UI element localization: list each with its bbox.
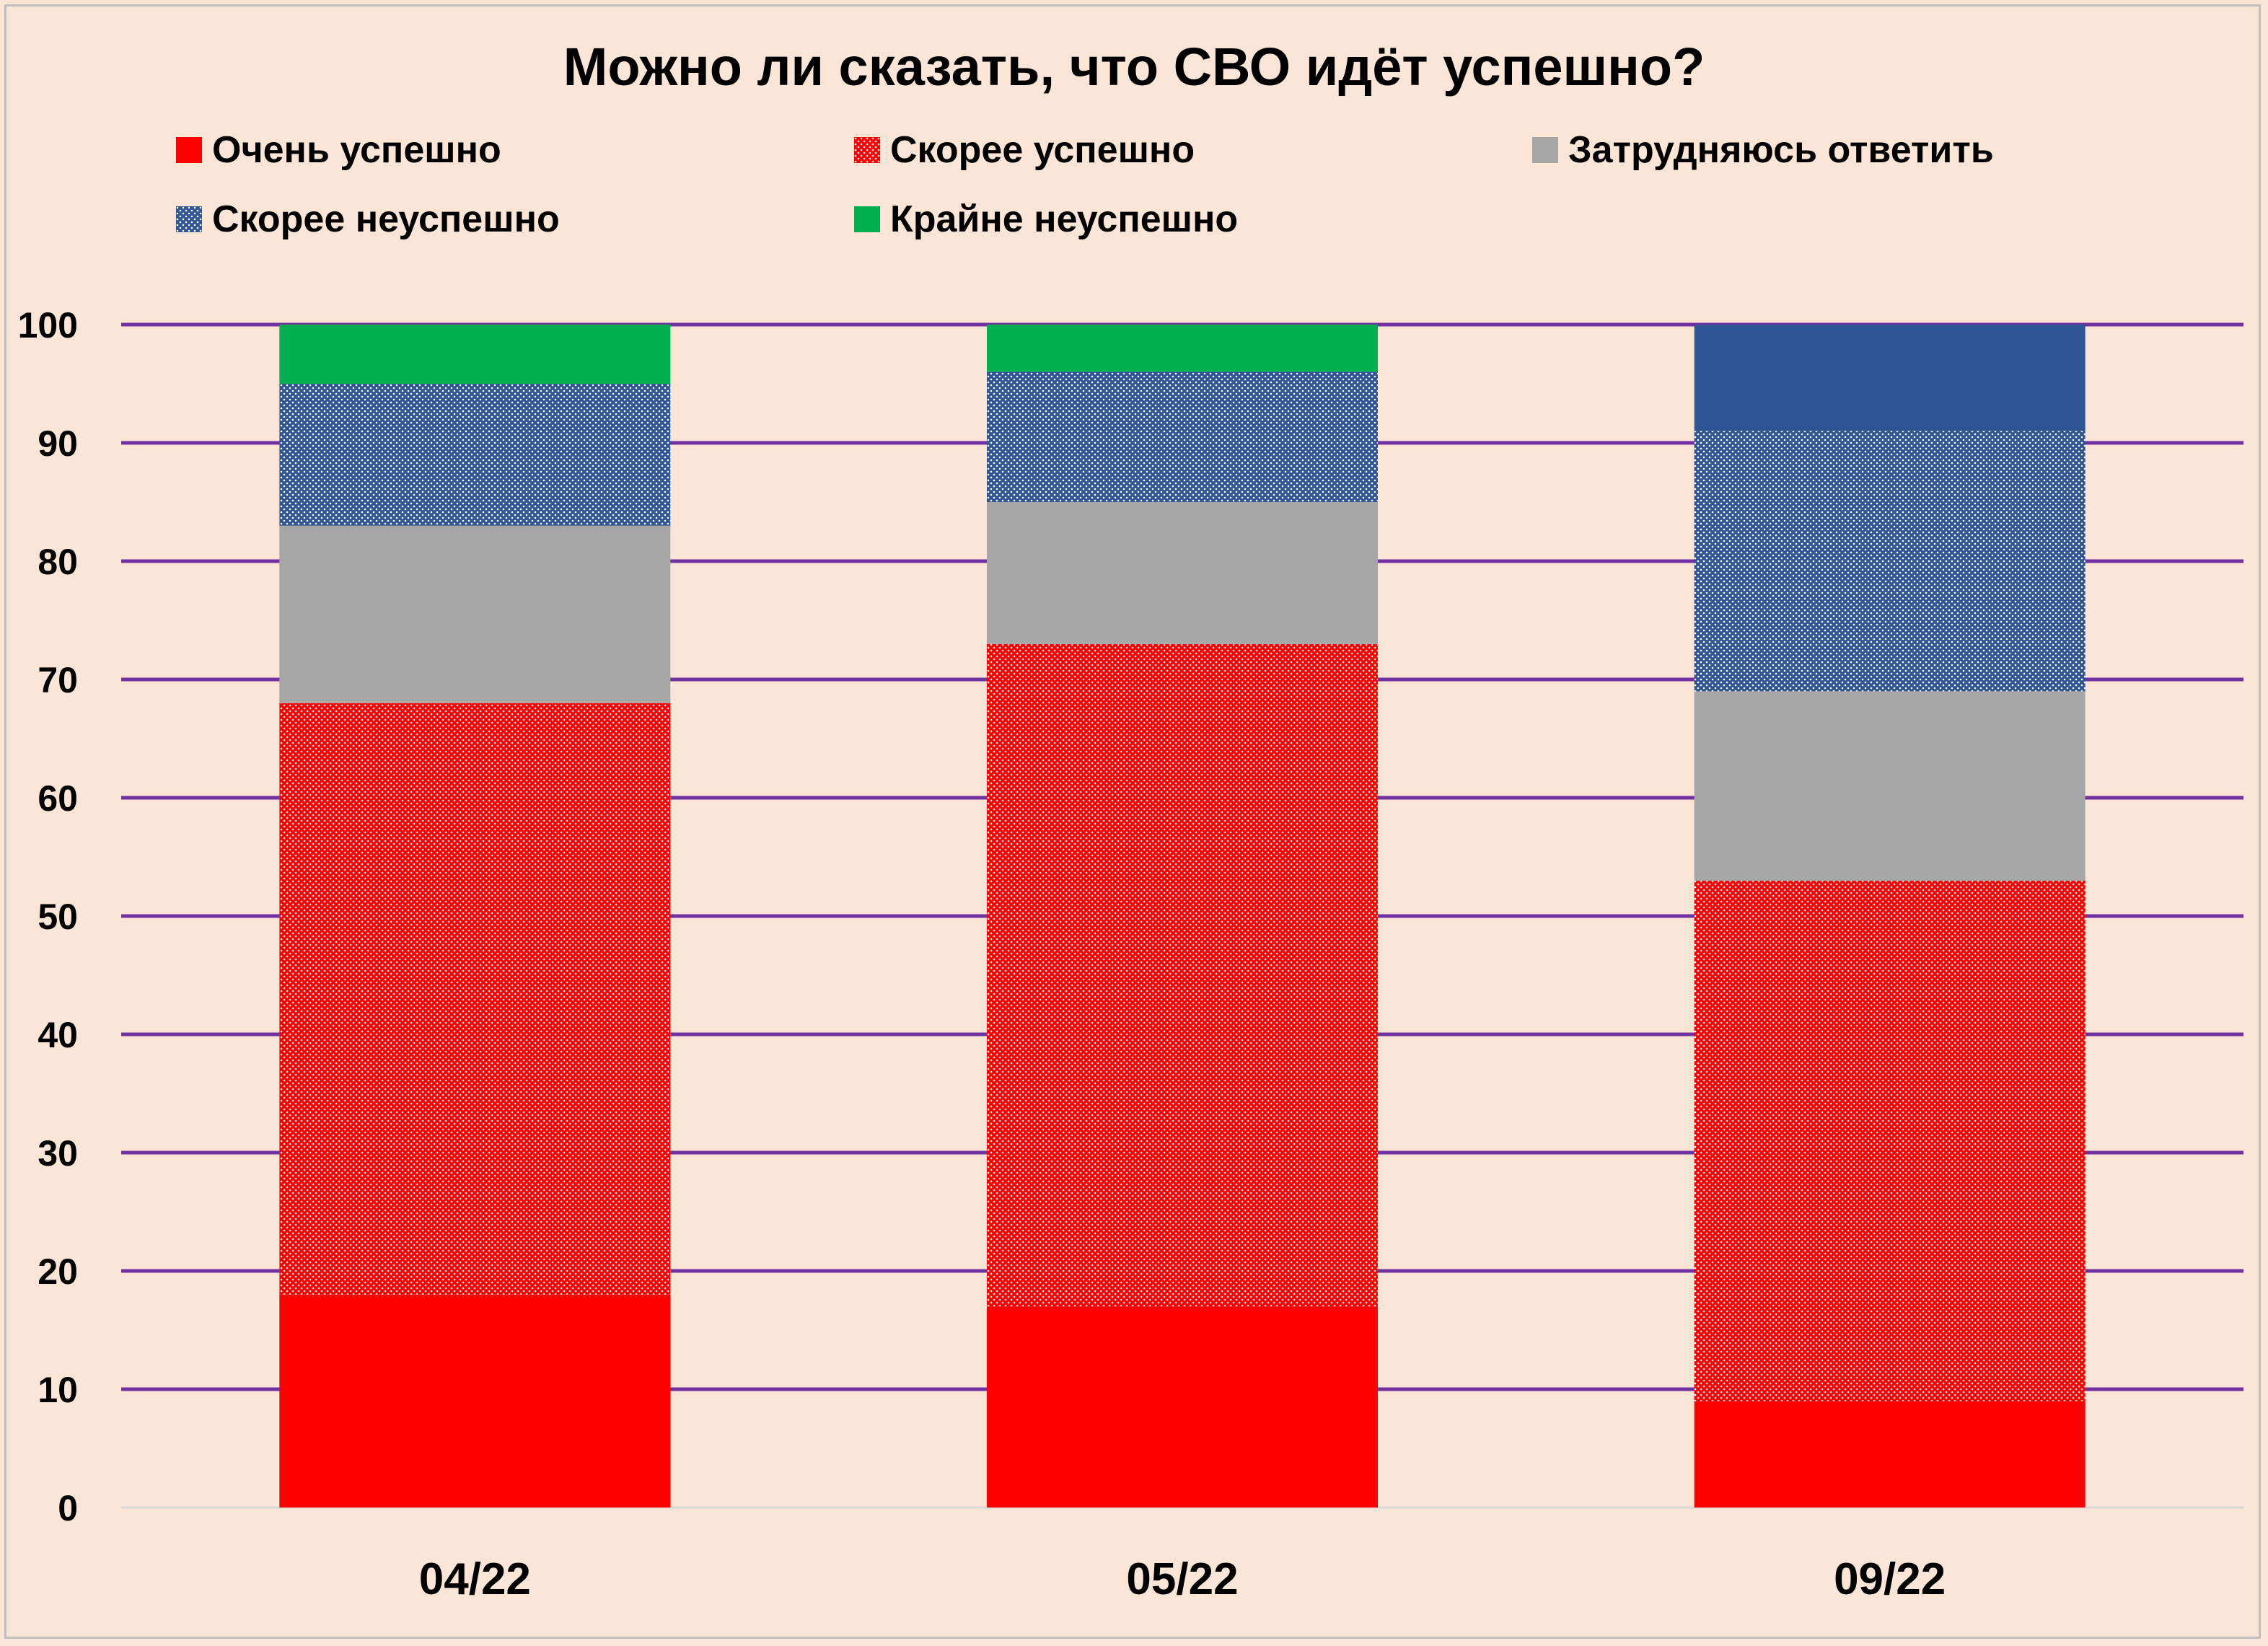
legend-item-very-successful: Очень успешно [176, 128, 501, 172]
bar-segment [279, 525, 671, 703]
bar-segment [279, 325, 671, 384]
legend-item-hard-to-say: Затрудняюсь ответить [1532, 128, 1994, 172]
chart-title: Можно ли сказать, что СВО идёт успешно? [563, 37, 1705, 97]
bar-segment [987, 643, 1378, 1307]
y-tick-label: 50 [38, 897, 78, 937]
y-tick-label: 60 [38, 778, 78, 819]
legend-item-rather-unsuccessful: Скорее неуспешно [176, 198, 560, 241]
y-tick-label: 10 [38, 1370, 78, 1410]
y-tick-label: 80 [38, 542, 78, 582]
legend-label: Скорее успешно [890, 129, 1195, 171]
legend-label: Скорее неуспешно [212, 198, 560, 240]
y-tick-label: 70 [38, 660, 78, 700]
legend-label: Крайне неуспешно [890, 198, 1239, 240]
bar-segment [1694, 880, 2085, 1401]
y-tick-label: 90 [38, 423, 78, 464]
legend-item-extremely-unsuccessful: Крайне неуспешно [854, 198, 1238, 241]
bar-segment [987, 371, 1378, 502]
x-tick-label: 04/22 [419, 1554, 531, 1604]
bar-segment [987, 325, 1378, 372]
legend-swatch-green [854, 206, 880, 232]
legend-swatch-solid-red [176, 137, 202, 163]
y-tick-label: 20 [38, 1251, 78, 1292]
bar-segment [1694, 325, 2085, 431]
legend-label: Затрудняюсь ответить [1568, 129, 1994, 171]
bar-segment [1694, 431, 2085, 692]
bar-segment [1694, 691, 2085, 881]
x-tick-label: 05/22 [1126, 1554, 1238, 1604]
y-tick-label: 30 [38, 1133, 78, 1174]
bar-segment [1694, 1401, 2085, 1508]
bar-segment [279, 384, 671, 526]
legend-swatch-dotted-red [854, 137, 880, 163]
legend-swatch-dotted-blue [176, 206, 202, 232]
bar-segment [987, 1306, 1378, 1508]
x-tick-label: 09/22 [1834, 1554, 1946, 1604]
y-tick-label: 0 [58, 1488, 78, 1528]
bar-segment [279, 703, 671, 1295]
bar-segment [987, 502, 1378, 644]
y-tick-label: 100 [18, 305, 78, 346]
bar-segment [279, 1294, 671, 1508]
legend-label: Очень успешно [212, 129, 501, 171]
legend-swatch-gray [1532, 137, 1558, 163]
y-tick-label: 40 [38, 1015, 78, 1055]
legend-item-rather-successful: Скорее успешно [854, 128, 1195, 172]
